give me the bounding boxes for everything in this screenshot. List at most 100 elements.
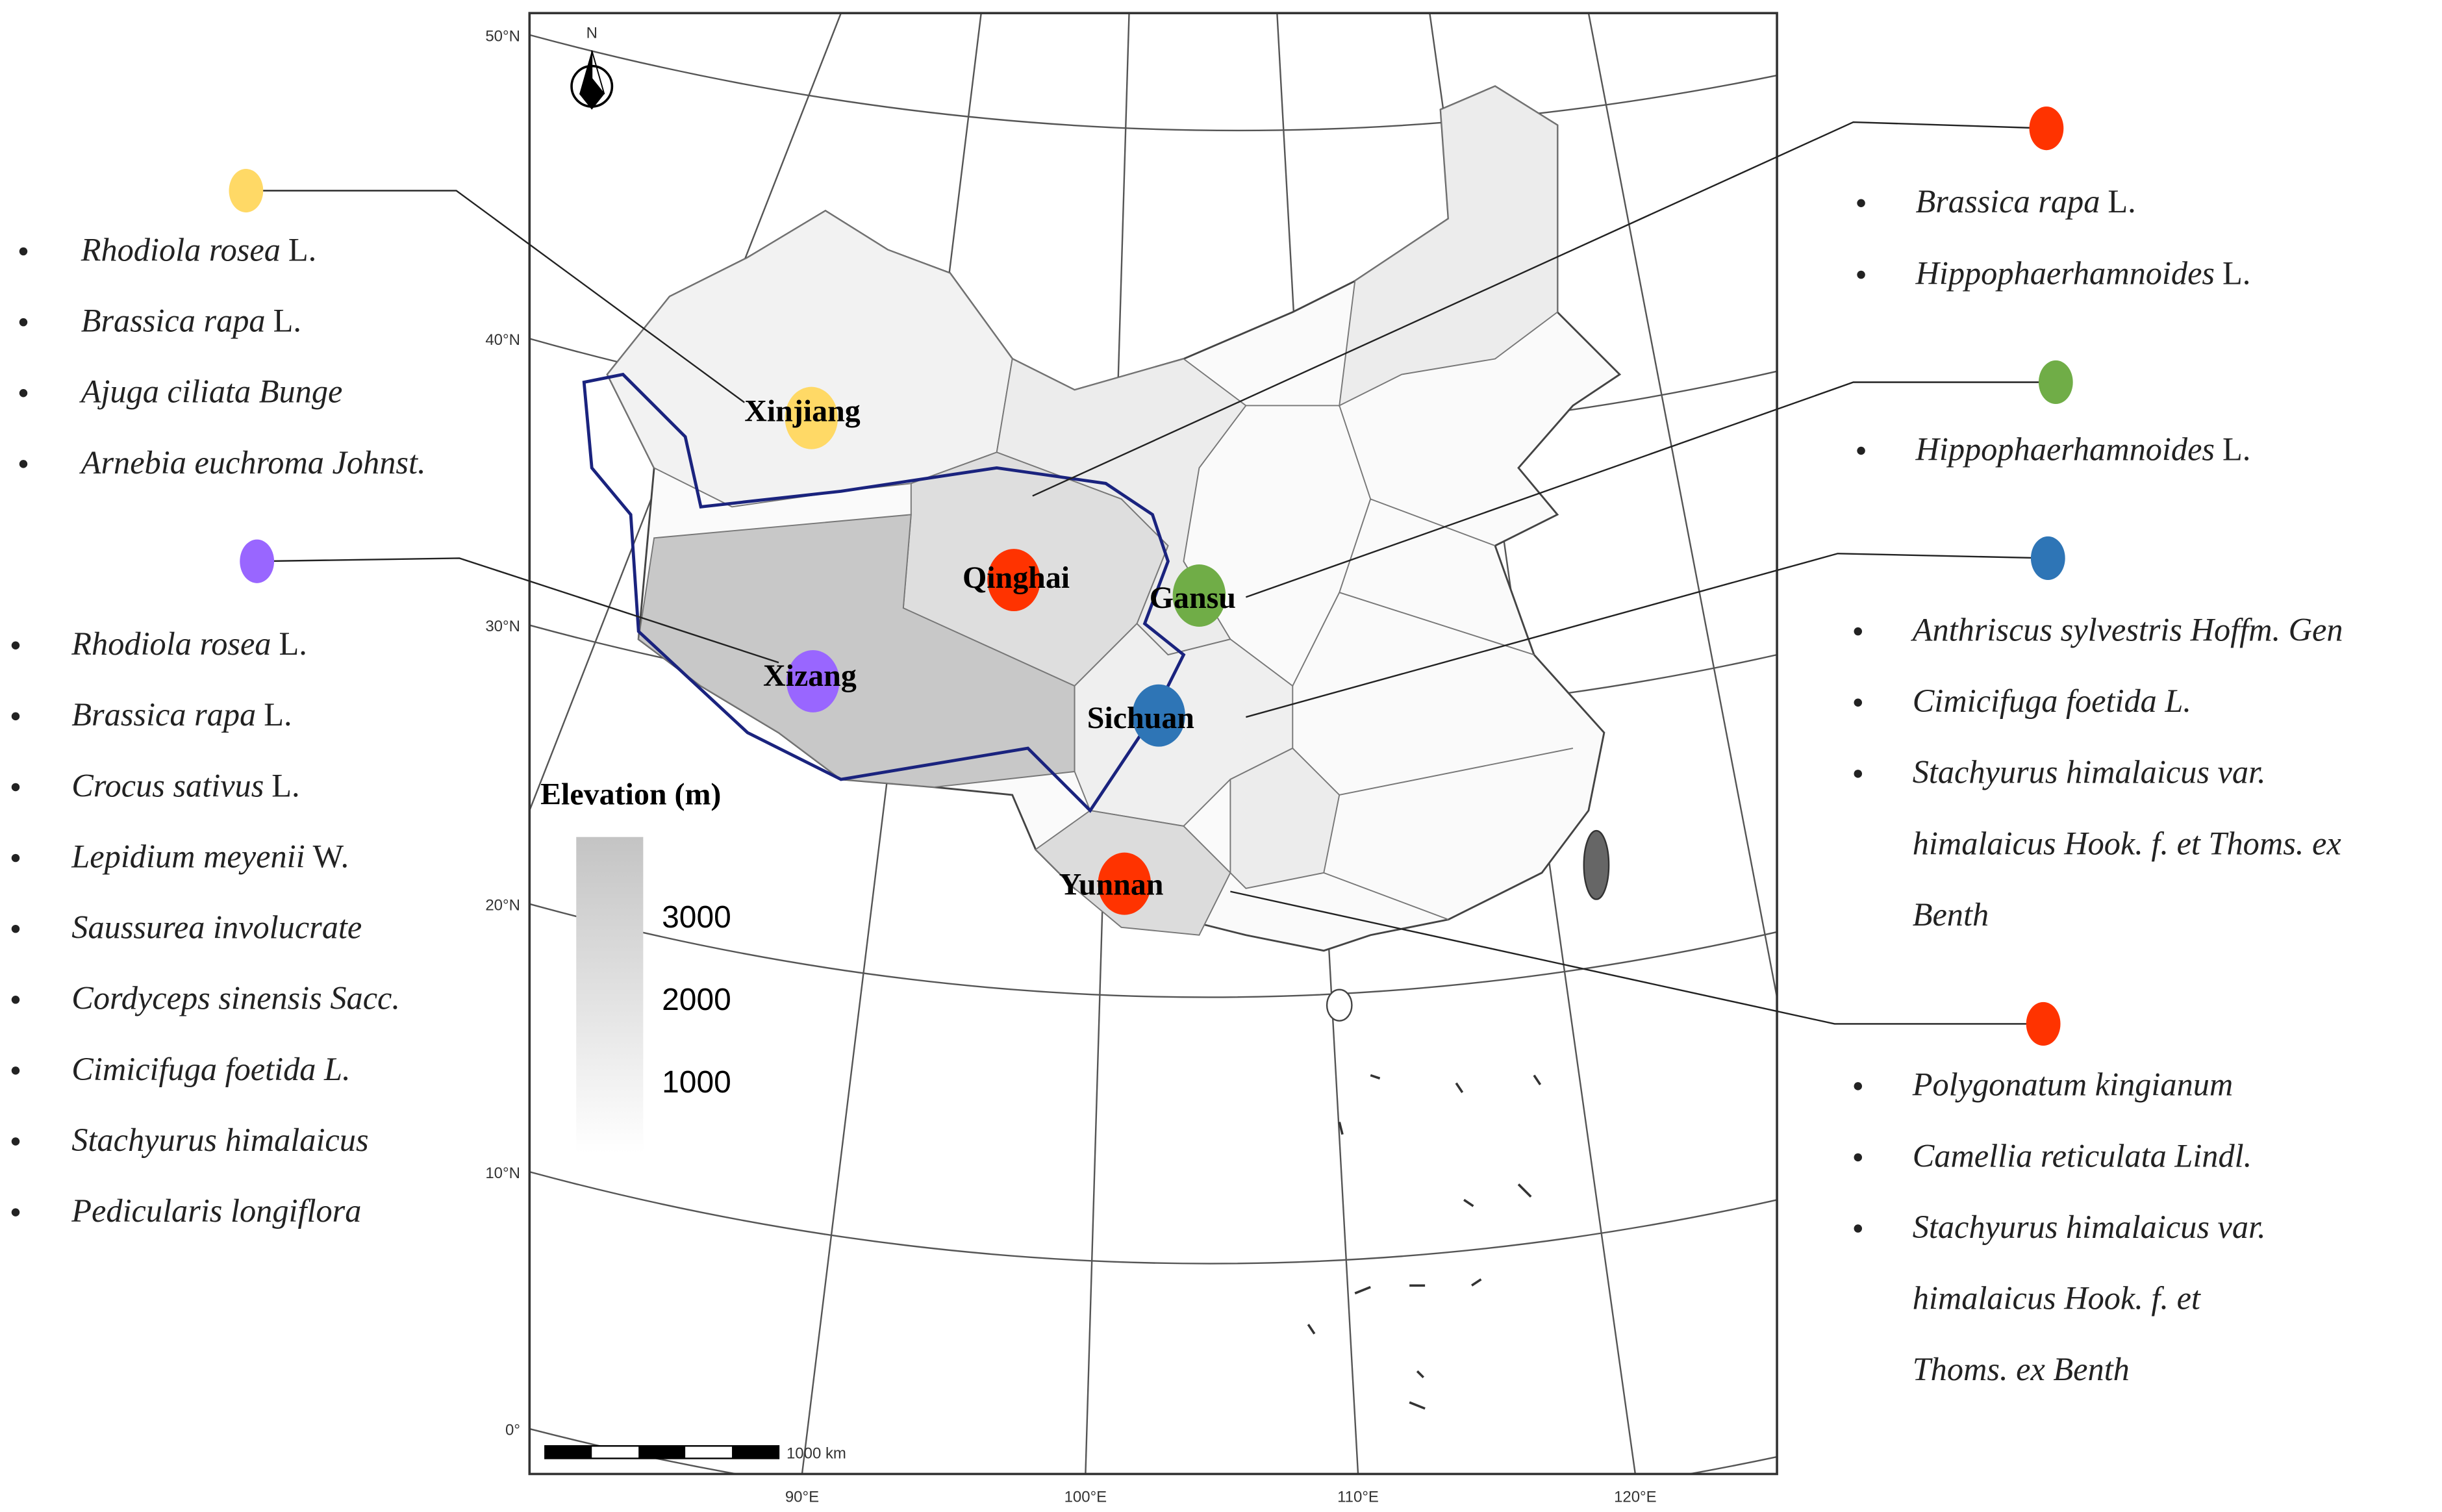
species-name: Cordyceps sinensis Sacc. (71, 980, 400, 1016)
species-author: W. (313, 838, 349, 874)
region-label: Sichuan (1087, 701, 1194, 735)
leader-line (1032, 121, 2046, 497)
species-name: Polygonatum kingianum (1912, 1066, 2234, 1103)
species-author: L. (264, 696, 292, 733)
region-label: Yunnan (1059, 867, 1164, 901)
bullet (1854, 627, 1862, 636)
bullet (1857, 446, 1865, 455)
species-name: Cimicifuga foetida L. (1913, 683, 2191, 719)
bullet (11, 996, 20, 1004)
species-author: L. (288, 231, 316, 268)
bullet (19, 318, 28, 327)
species-name: Thoms. ex Benth (1913, 1351, 2130, 1387)
region-group: Yunnan Polygonatum kingianum Camellia reti… (1059, 852, 2266, 1387)
region-dot (786, 649, 840, 712)
province (1339, 85, 1558, 407)
species-author: L. (273, 303, 301, 339)
species-entry: Hippophaerhamnoides L. (1915, 431, 2250, 467)
north-arrow: N (570, 25, 614, 110)
species-name: Ajuga ciliata Bunge (79, 373, 343, 410)
species-entry: Anthriscus sylvestris Hoffm. Gen (1911, 612, 2343, 648)
bullet (1854, 1082, 1862, 1090)
species-entry: Stachyurus himalaicus (71, 1122, 368, 1158)
species-name: Saussurea involucrate (71, 909, 362, 946)
lat-label: 20°N (485, 896, 520, 914)
leader-line (1245, 381, 2056, 598)
bullet (11, 712, 20, 721)
legend-dot (2029, 107, 2064, 151)
bullet (11, 783, 20, 792)
species-author: L. (279, 625, 307, 662)
species-author: L. (271, 767, 299, 803)
scale-bar: 1000 km (544, 1444, 846, 1462)
species-entry: Rhodiola rosea L. (81, 231, 317, 268)
species-entry: Brassica rapa L. (1915, 183, 2135, 220)
species-name: Brassica rapa (71, 696, 256, 733)
region-group: Sichuan Anthriscus sylvestris Hoffm. Gen C… (1087, 536, 2343, 933)
species-author: L. (2108, 183, 2135, 220)
species-name: Rhodiola rosea (71, 625, 271, 662)
north-label: N (586, 25, 598, 42)
bullet (1857, 199, 1865, 207)
species-name: himalaicus Hook. f. et (1913, 1280, 2201, 1317)
bullet (19, 460, 28, 468)
legend-title: Elevation (m) (540, 777, 721, 811)
legend-dot (240, 539, 275, 583)
leader-line (1246, 553, 2048, 718)
bullet (1854, 1224, 1862, 1233)
bullet (11, 1066, 20, 1075)
species-name: Rhodiola rosea (81, 231, 281, 268)
leader-line (1230, 890, 2044, 1025)
species-name: Lepidium meyenii (71, 838, 305, 874)
lat-label: 0° (505, 1422, 520, 1439)
lon-label: 90°E (785, 1489, 819, 1506)
legend-dot (2026, 1002, 2061, 1046)
region-dot (1132, 684, 1185, 747)
species-entry: Polygonatum kingianum (1912, 1066, 2234, 1103)
taiwan (1583, 829, 1610, 900)
species-entry: Camellia reticulata Lindl. (1913, 1137, 2252, 1174)
bullet (19, 389, 28, 397)
region-group: Gansu Hippophaerhamnoides L. (1150, 360, 2250, 627)
leader-line (257, 557, 779, 664)
bullet (1854, 770, 1862, 778)
bullet (1857, 270, 1865, 279)
species-entry: Hippophaerhamnoides L. (1915, 255, 2250, 291)
hainan (1326, 989, 1353, 1022)
species-name: Hippophaerhamnoides (1915, 255, 2215, 291)
lon-label: 120°E (1614, 1489, 1657, 1506)
elevation-ramp (576, 837, 644, 1153)
species-name: Camellia reticulata Lindl. (1913, 1137, 2252, 1174)
leader-line (245, 190, 745, 403)
legend-tick-label: 3000 (662, 900, 731, 935)
species-entry: Saussurea involucrate (71, 909, 362, 946)
species-entry: Crocus sativus L. (71, 767, 299, 803)
legend-dot (2030, 536, 2065, 581)
map-frame (528, 12, 1778, 1476)
bullet (11, 1137, 20, 1146)
species-name: Stachyurus himalaicus var. (1913, 754, 2266, 790)
lon-label: 110°E (1337, 1489, 1379, 1506)
species-name: Brassica rapa (81, 303, 266, 339)
species-name: Anthriscus sylvestris Hoffm. Gen (1911, 612, 2343, 648)
bullet (11, 853, 20, 863)
species-name: Crocus sativus (71, 767, 264, 803)
legend-tick-label: 1000 (662, 1065, 731, 1100)
map-body (529, 13, 1778, 1474)
region-dot (785, 386, 838, 449)
species-entry: Ajuga ciliata Bunge (79, 373, 343, 410)
legend-dot (2038, 360, 2073, 405)
lat-label: 10°N (485, 1165, 520, 1182)
species-entry: Cimicifuga foetida L. (1913, 683, 2191, 719)
species-name: himalaicus Hook. f. et Thoms. ex (1913, 825, 2341, 861)
species-name: Arnebia euchroma Johnst. (79, 444, 426, 481)
plateau-boundary (582, 372, 1186, 813)
islands (1307, 1074, 1542, 1410)
legend-tick-label: 2000 (662, 983, 731, 1017)
bullet (11, 924, 20, 933)
bullet (11, 1208, 20, 1216)
